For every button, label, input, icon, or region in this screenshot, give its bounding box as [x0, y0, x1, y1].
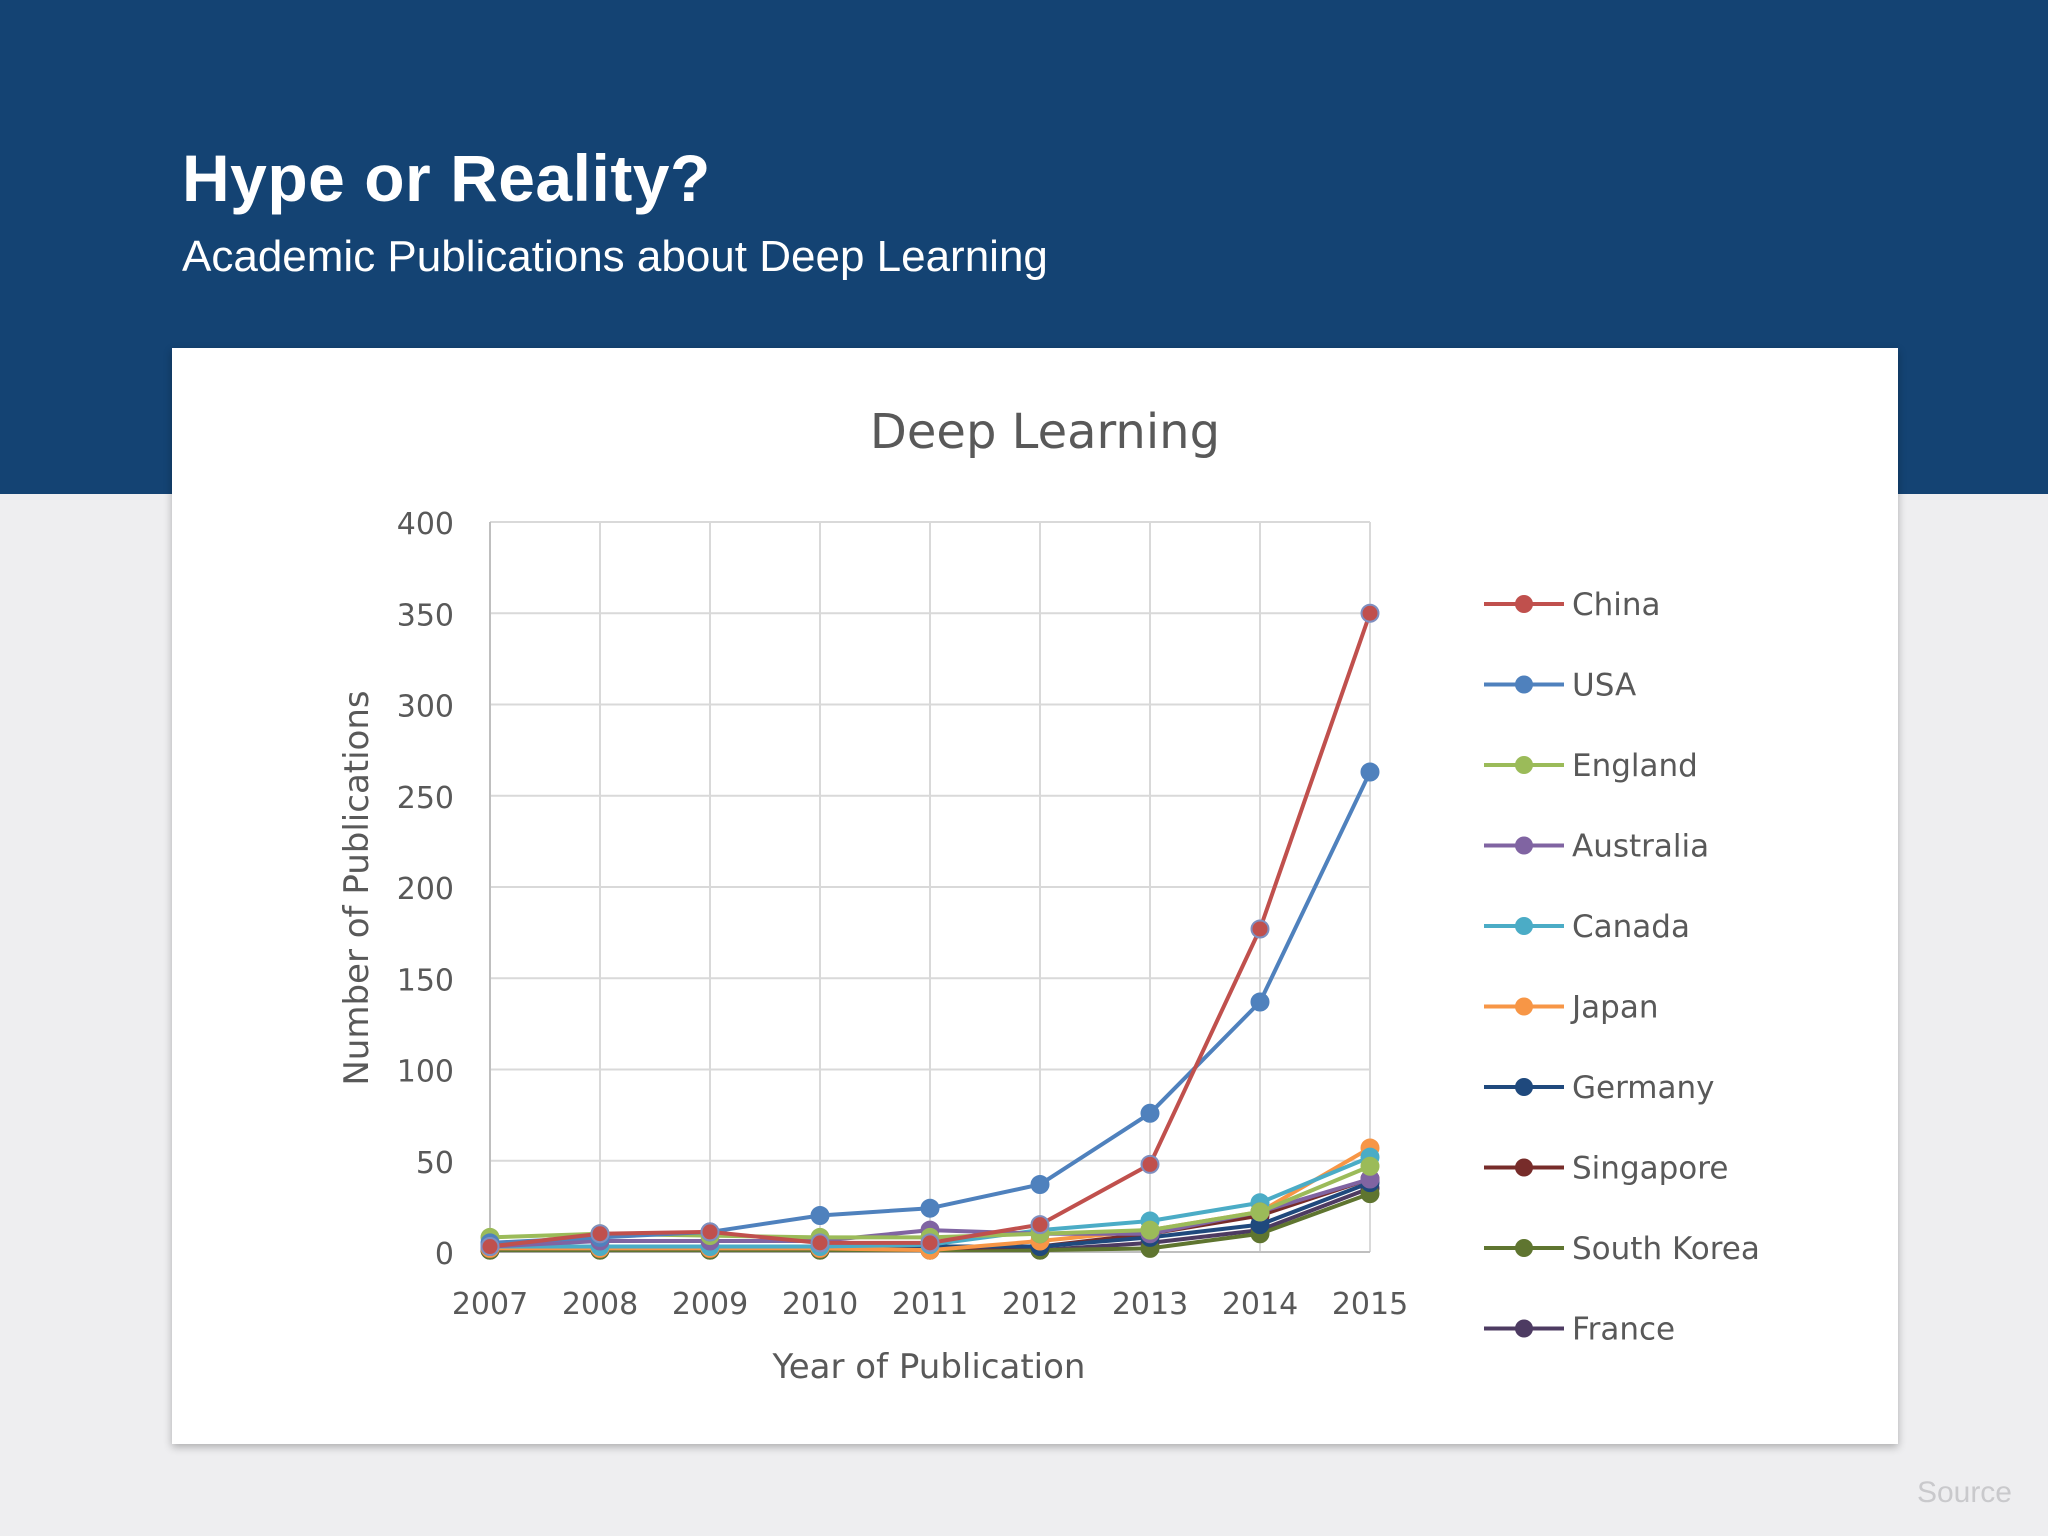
chart-axes: 0 50 100 150 200 250 300 350 400 2007 2008 2009 2010… — [397, 507, 1408, 1322]
chart-gridlines — [489, 521, 1371, 1253]
data-point-usa — [1250, 992, 1270, 1012]
data-point-england — [1360, 1156, 1380, 1176]
x-tick-label: 2010 — [782, 1287, 858, 1322]
legend-item-usa: USA — [1484, 668, 1636, 704]
y-tick-label: 100 — [397, 1055, 454, 1090]
legend-item-france: France — [1484, 1312, 1675, 1348]
data-point-china — [920, 1233, 940, 1253]
x-tick-label: 2011 — [892, 1287, 968, 1322]
data-point-china — [1030, 1215, 1050, 1235]
legend-item-canada: Canada — [1484, 909, 1690, 945]
legend-item-china: China — [1484, 587, 1661, 623]
legend-label: France — [1572, 1312, 1675, 1348]
data-point-usa — [1360, 762, 1380, 782]
data-point-china — [1250, 919, 1270, 939]
chart-series — [480, 603, 1380, 1260]
legend-label: Australia — [1572, 829, 1709, 865]
series-china — [480, 603, 1380, 1257]
legend-label: South Korea — [1572, 1231, 1760, 1267]
legend-swatch-marker — [1515, 595, 1533, 613]
x-tick-label: 2008 — [562, 1287, 638, 1322]
legend-swatch-marker — [1515, 917, 1533, 935]
chart-card: Deep Learning 0 50 100 150 200 250 300 350 400 20… — [172, 348, 1898, 1444]
data-point-china — [700, 1222, 720, 1242]
legend-swatch-marker — [1515, 836, 1533, 855]
y-tick-label: 250 — [397, 781, 454, 816]
data-point-usa — [810, 1206, 830, 1225]
legend-swatch-marker — [1515, 1239, 1533, 1257]
legend-swatch-marker — [1515, 997, 1533, 1016]
x-tick-label: 2013 — [1112, 1287, 1188, 1322]
data-point-usa — [920, 1198, 940, 1218]
legend-swatch-marker — [1515, 1158, 1533, 1177]
legend-label: Germany — [1572, 1070, 1714, 1106]
data-point-england — [1250, 1202, 1270, 1222]
legend-label: England — [1572, 748, 1698, 784]
chart-title: Deep Learning — [870, 404, 1220, 460]
source-link[interactable]: Source — [1916, 1476, 2012, 1509]
x-tick-label: 2009 — [672, 1287, 748, 1322]
legend-label: Singapore — [1572, 1151, 1728, 1187]
y-tick-label: 50 — [416, 1146, 454, 1181]
legend-label: USA — [1572, 668, 1636, 704]
data-point-china — [1140, 1154, 1160, 1174]
data-point-england — [1140, 1220, 1160, 1240]
legend-item-germany: Germany — [1484, 1070, 1714, 1106]
legend-item-england: England — [1484, 748, 1698, 784]
line-chart: Deep Learning 0 50 100 150 200 250 300 350 400 20… — [337, 404, 1760, 1387]
data-point-china — [1360, 603, 1380, 623]
x-tick-label: 2012 — [1002, 1287, 1078, 1322]
y-tick-label: 150 — [397, 963, 454, 998]
legend-swatch-marker — [1515, 675, 1533, 694]
legend-item-singapore: Singapore — [1484, 1151, 1728, 1187]
legend-item-south-korea: South Korea — [1484, 1231, 1760, 1267]
legend-label: China — [1572, 587, 1661, 623]
data-point-usa — [1140, 1103, 1160, 1123]
data-point-china — [590, 1224, 610, 1244]
y-tick-label: 350 — [397, 598, 454, 633]
y-tick-label: 0 — [435, 1237, 454, 1272]
legend-item-australia: Australia — [1484, 829, 1709, 865]
data-point-usa — [1030, 1174, 1050, 1194]
data-point-china — [810, 1233, 830, 1253]
legend-swatch-marker — [1515, 756, 1533, 774]
legend-label: Japan — [1570, 990, 1658, 1026]
legend-item-japan: Japan — [1484, 990, 1658, 1026]
y-tick-label: 200 — [397, 872, 454, 907]
y-tick-label: 400 — [397, 507, 454, 542]
x-axis-label: Year of Publication — [772, 1347, 1086, 1387]
chart-legend: China USA England Australia Canada Japan Germa… — [1484, 587, 1760, 1348]
slide-title: Hype or Reality? — [182, 141, 711, 215]
slide-subtitle: Academic Publications about Deep Learnin… — [182, 232, 1048, 281]
x-tick-label: 2014 — [1222, 1287, 1298, 1322]
legend-swatch-marker — [1515, 1319, 1533, 1338]
legend-swatch-marker — [1515, 1078, 1533, 1096]
x-tick-label: 2015 — [1332, 1287, 1408, 1322]
y-axis-label: Number of Publications — [337, 690, 377, 1085]
x-tick-label: 2007 — [452, 1287, 528, 1322]
legend-label: Canada — [1572, 909, 1690, 945]
data-point-china — [480, 1237, 500, 1257]
y-tick-label: 300 — [397, 690, 454, 725]
